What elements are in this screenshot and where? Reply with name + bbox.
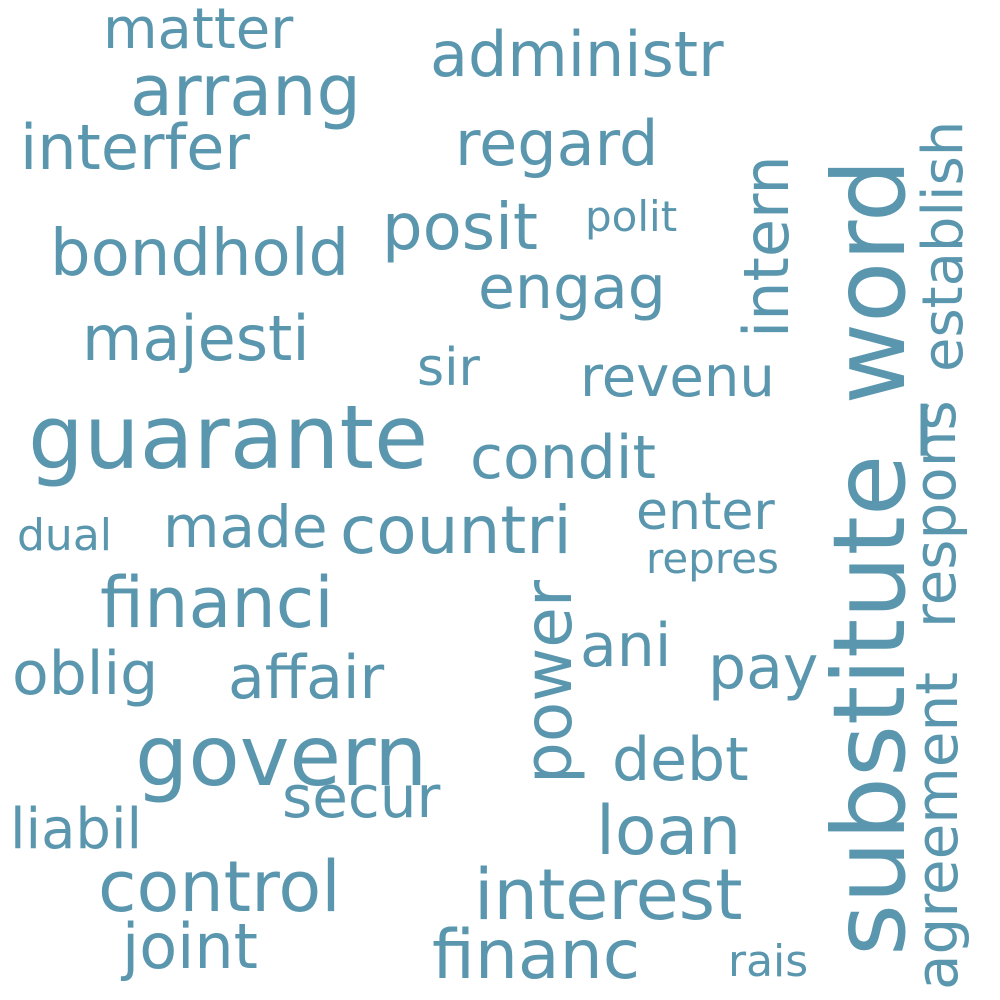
word-dual: dual bbox=[17, 510, 113, 561]
word-financi: financi bbox=[100, 562, 334, 644]
word-majesti: majesti bbox=[82, 302, 310, 375]
word-sir: sir bbox=[417, 338, 480, 398]
word-rais: rais bbox=[728, 936, 809, 987]
word-bondhold: bondhold bbox=[50, 217, 350, 291]
word-enter: enter bbox=[636, 482, 775, 542]
word-oblig: oblig bbox=[12, 639, 159, 709]
word-countri: countri bbox=[340, 492, 572, 569]
word-ani: ani bbox=[580, 611, 672, 681]
word-engag: engag bbox=[478, 253, 666, 323]
word-govern: govern bbox=[135, 707, 428, 805]
word-guarante: guarante bbox=[28, 386, 429, 489]
word-regard: regard bbox=[455, 107, 659, 180]
word-polit: polit bbox=[585, 192, 678, 241]
word-condit: condit bbox=[470, 423, 657, 493]
word-revenu: revenu bbox=[580, 345, 775, 410]
word-joint: joint bbox=[122, 910, 258, 983]
word-respons: respons bbox=[901, 400, 969, 628]
word-pay: pay bbox=[708, 633, 819, 703]
word-agreement: agreement bbox=[903, 672, 971, 990]
word-establish: establish bbox=[911, 120, 976, 372]
word-matter: matter bbox=[103, 0, 294, 62]
word-interest: interest bbox=[474, 854, 743, 936]
word-control: control bbox=[98, 846, 341, 928]
word-administr: administr bbox=[430, 18, 724, 91]
word-arrang: arrang bbox=[130, 50, 361, 132]
word-intern: intern bbox=[730, 155, 803, 338]
word-financ: financ bbox=[432, 916, 641, 995]
word-interfer: interfer bbox=[20, 111, 250, 184]
word-affair: affair bbox=[228, 643, 385, 713]
word-posit: posit bbox=[382, 191, 538, 265]
word-repres: repres bbox=[646, 534, 779, 583]
word-secur: secur bbox=[282, 763, 441, 831]
word-liabil: liabil bbox=[10, 797, 143, 862]
word-debt: debt bbox=[612, 725, 749, 795]
word-made: made bbox=[163, 493, 328, 561]
word-loan: loan bbox=[596, 792, 742, 871]
word-power: power bbox=[510, 580, 587, 784]
